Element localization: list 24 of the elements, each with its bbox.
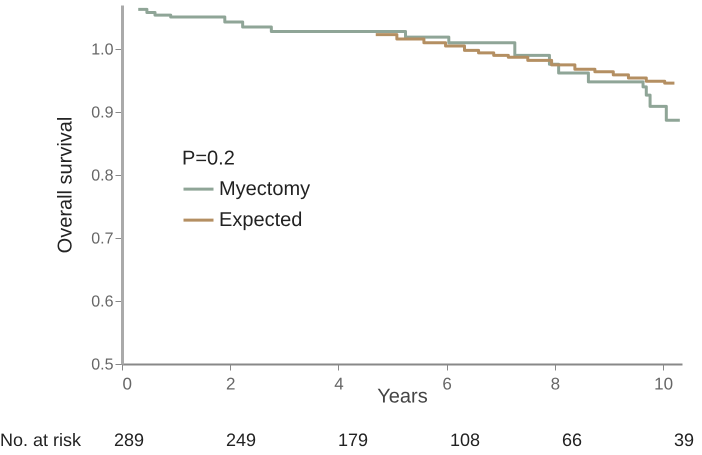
x-tick-label: 6 [442, 374, 452, 394]
y-axis-title: Overall survival [54, 116, 76, 254]
text: 39 [674, 430, 694, 450]
y-tick-label: 0.9 [91, 104, 114, 122]
x-tick-label: 8 [550, 374, 560, 394]
text: 66 [562, 430, 582, 450]
text: 179 [338, 430, 368, 450]
legend-label: Expected [219, 209, 302, 232]
y-tick-label: 0.5 [91, 356, 114, 374]
y-tick-label: 0.7 [91, 230, 114, 248]
y-tick-label: 0.8 [91, 168, 114, 185]
text: 108 [450, 430, 480, 450]
x-tick-label: 10 [654, 374, 674, 394]
y-tick-label: 1.0 [91, 42, 114, 59]
x-tick-label: 4 [334, 374, 344, 394]
x-tick-label: 0 [122, 374, 132, 394]
text: No. at risk [0, 430, 82, 450]
y-tick-label: 0.6 [91, 294, 114, 311]
x-axis-title: Years [377, 386, 428, 408]
text: 289 [114, 430, 144, 450]
legend-label: Myectomy [219, 178, 310, 200]
text: 249 [226, 430, 256, 450]
x-tick-label: 2 [226, 374, 236, 394]
legend-title: P=0.2 [182, 148, 235, 170]
